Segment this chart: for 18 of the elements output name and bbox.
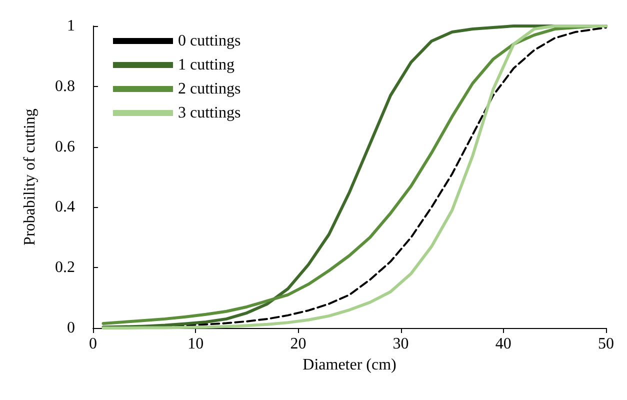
- y-tick-label: 0: [67, 320, 75, 336]
- y-tick-label: 0.4: [55, 198, 75, 216]
- x-tick-label: 0: [89, 336, 97, 352]
- x-tick-label: 50: [598, 336, 614, 352]
- legend-label: 3 cuttings: [178, 104, 241, 122]
- legend-label: 2 cuttings: [178, 80, 241, 98]
- x-tick-label: 20: [290, 336, 306, 352]
- x-tick-label: 30: [392, 336, 409, 352]
- legend-label: 1 cutting: [178, 56, 234, 74]
- x-tick-label: 40: [495, 336, 512, 352]
- legend-label: 0 cuttings: [178, 32, 241, 50]
- y-tick-label: 0.8: [55, 78, 75, 95]
- y-tick-label: 0.2: [55, 259, 75, 276]
- y-tick-label: 0.6: [55, 138, 75, 156]
- x-tick-label: 10: [188, 336, 204, 352]
- x-axis-title: Diameter (cm): [302, 356, 396, 374]
- y-tick-label: 1: [67, 18, 75, 34]
- y-axis-title: Probability of cutting: [22, 108, 38, 246]
